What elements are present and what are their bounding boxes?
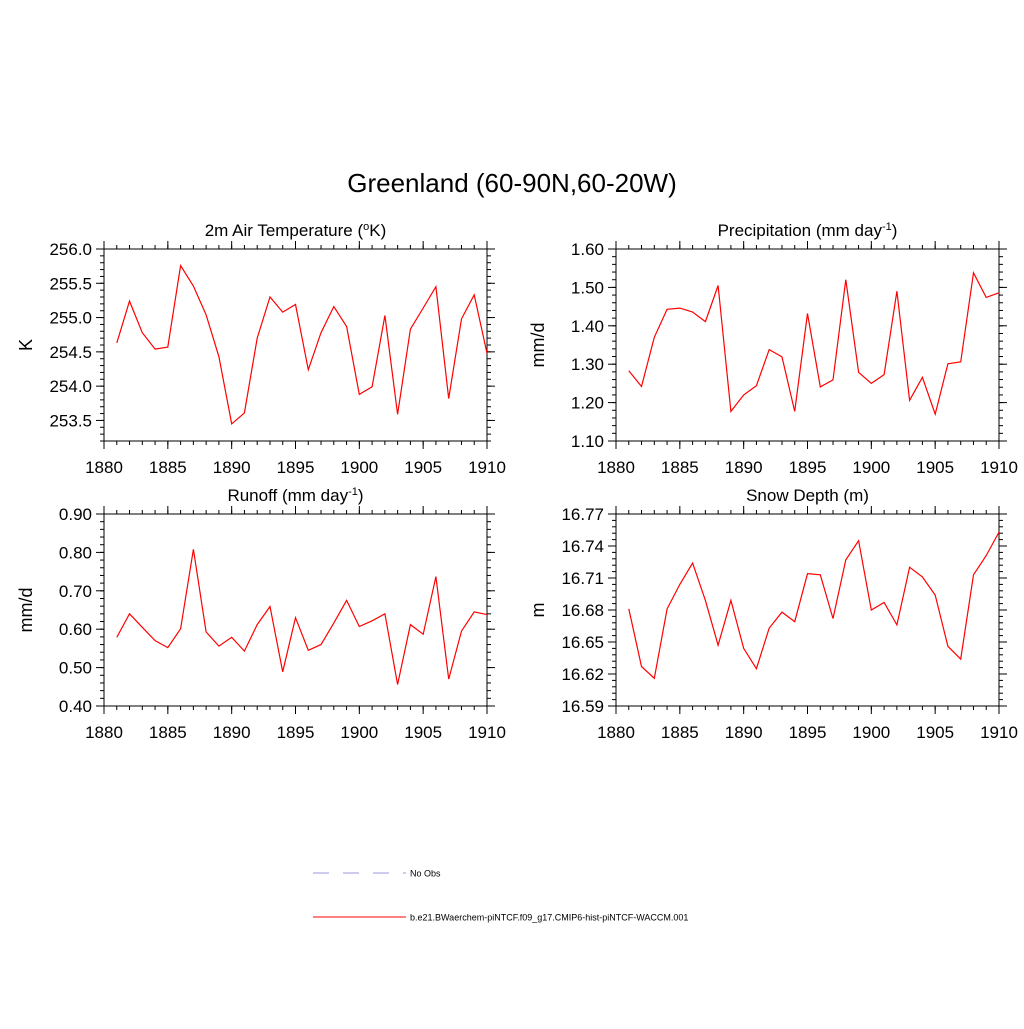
x-tick-label: 1910 xyxy=(980,458,1018,477)
y-tick-label: 16.77 xyxy=(561,505,604,524)
panel-title: Precipitation (mm day-1) xyxy=(718,221,898,240)
x-tick-label: 1905 xyxy=(404,458,442,477)
series-line xyxy=(116,549,488,685)
y-tick-label: 16.74 xyxy=(561,537,604,556)
legend: No Obs b.e21.BWaerchem-piNTCF.f09_g17.CMI… xyxy=(313,869,688,923)
panel-4: 16.59 16.62 16.65 16.68 16.71 16.74 16.77 1880 1… xyxy=(528,486,1018,742)
panel-title-end: ) xyxy=(892,221,898,240)
y-tick-label: 255.5 xyxy=(49,274,92,293)
x-tick-label: 1885 xyxy=(149,723,187,742)
y-tick-label: 16.62 xyxy=(561,665,604,684)
panel-title-main: Runoff (mm day xyxy=(227,486,348,505)
y-tick-label: 0.40 xyxy=(59,697,92,716)
y-tick-label: 1.40 xyxy=(571,317,604,336)
figure-title: Greenland (60-90N,60-20W) xyxy=(347,168,677,198)
series-line xyxy=(116,263,488,426)
plot-frame xyxy=(103,513,488,707)
y-tick-label: 1.10 xyxy=(571,432,604,451)
y-tick-label: 0.50 xyxy=(59,659,92,678)
y-tick-label: 0.60 xyxy=(59,620,92,639)
panel-title-end: ) xyxy=(358,486,364,505)
x-tick-label: 1890 xyxy=(725,458,763,477)
series-line xyxy=(628,270,1000,417)
y-tick-label: 255.0 xyxy=(49,309,92,328)
panel-3: 0.40 0.50 0.60 0.70 0.80 0.90 1880 1885 1890 1895… xyxy=(16,486,506,742)
x-tick-label: 1900 xyxy=(852,458,890,477)
x-tick-label: 1900 xyxy=(340,458,378,477)
panel-title-superscript: o xyxy=(363,221,369,233)
y-axis-label: m xyxy=(528,603,548,618)
y-tick-label: 253.5 xyxy=(49,411,92,430)
x-tick-label: 1905 xyxy=(916,723,954,742)
y-tick-label: 254.0 xyxy=(49,377,92,396)
x-tick-label: 1890 xyxy=(725,723,763,742)
panel-title-superscript: -1 xyxy=(348,486,358,498)
x-tick-label: 1885 xyxy=(661,723,699,742)
y-tick-label: 0.80 xyxy=(59,543,92,562)
x-tick-label: 1880 xyxy=(597,458,635,477)
x-tick-label: 1900 xyxy=(340,723,378,742)
x-tick-label: 1895 xyxy=(277,458,315,477)
panel-1: 253.5 254.0 254.5 255.0 255.5 256.0 1880 1885 18… xyxy=(16,221,506,477)
panel-title: Runoff (mm day-1) xyxy=(227,486,363,505)
x-tick-label: 1895 xyxy=(277,723,315,742)
panel-title-end: K) xyxy=(369,221,386,240)
x-tick-label: 1890 xyxy=(213,723,251,742)
y-axis-label: mm/d xyxy=(528,323,548,368)
y-axis-label: K xyxy=(16,339,36,351)
series-line xyxy=(628,531,1000,680)
y-tick-label: 1.30 xyxy=(571,355,604,374)
panel-title: Snow Depth (m) xyxy=(746,486,869,505)
x-tick-label: 1895 xyxy=(789,458,827,477)
x-tick-label: 1890 xyxy=(213,458,251,477)
plot-frame xyxy=(103,248,488,442)
y-tick-label: 0.70 xyxy=(59,582,92,601)
panel-title: 2m Air Temperature (oK) xyxy=(205,221,387,240)
x-tick-label: 1880 xyxy=(597,723,635,742)
x-tick-label: 1910 xyxy=(468,723,506,742)
x-tick-label: 1905 xyxy=(404,723,442,742)
x-tick-label: 1885 xyxy=(661,458,699,477)
panel-title-main: Snow Depth (m) xyxy=(746,486,869,505)
y-tick-label: 1.50 xyxy=(571,278,604,297)
y-tick-label: 16.71 xyxy=(561,569,604,588)
x-tick-label: 1910 xyxy=(468,458,506,477)
x-tick-label: 1885 xyxy=(149,458,187,477)
y-tick-label: 0.90 xyxy=(59,505,92,524)
panel-title-main: Precipitation (mm day xyxy=(718,221,883,240)
y-tick-label: 16.68 xyxy=(561,601,604,620)
y-tick-label: 1.20 xyxy=(571,394,604,413)
y-tick-label: 1.60 xyxy=(571,240,604,259)
y-tick-label: 16.59 xyxy=(561,697,604,716)
x-tick-label: 1880 xyxy=(85,458,123,477)
y-tick-label: 254.5 xyxy=(49,343,92,362)
y-tick-label: 256.0 xyxy=(49,240,92,259)
x-tick-label: 1905 xyxy=(916,458,954,477)
panel-title-superscript: -1 xyxy=(882,221,892,233)
x-tick-label: 1880 xyxy=(85,723,123,742)
legend-label-2: b.e21.BWaerchem-piNTCF.f09_g17.CMIP6-his… xyxy=(410,913,688,923)
x-tick-label: 1910 xyxy=(980,723,1018,742)
y-axis-label: mm/d xyxy=(16,588,36,633)
panel-title-main: 2m Air Temperature ( xyxy=(205,221,364,240)
panel-2: 1.10 1.20 1.30 1.40 1.50 1.60 1880 1885 1890 1895… xyxy=(528,221,1018,477)
x-tick-label: 1900 xyxy=(852,723,890,742)
plot-frame xyxy=(615,513,1000,707)
x-tick-label: 1895 xyxy=(789,723,827,742)
y-tick-label: 16.65 xyxy=(561,633,604,652)
legend-label-1: No Obs xyxy=(410,869,441,879)
plot-frame xyxy=(615,248,1000,442)
